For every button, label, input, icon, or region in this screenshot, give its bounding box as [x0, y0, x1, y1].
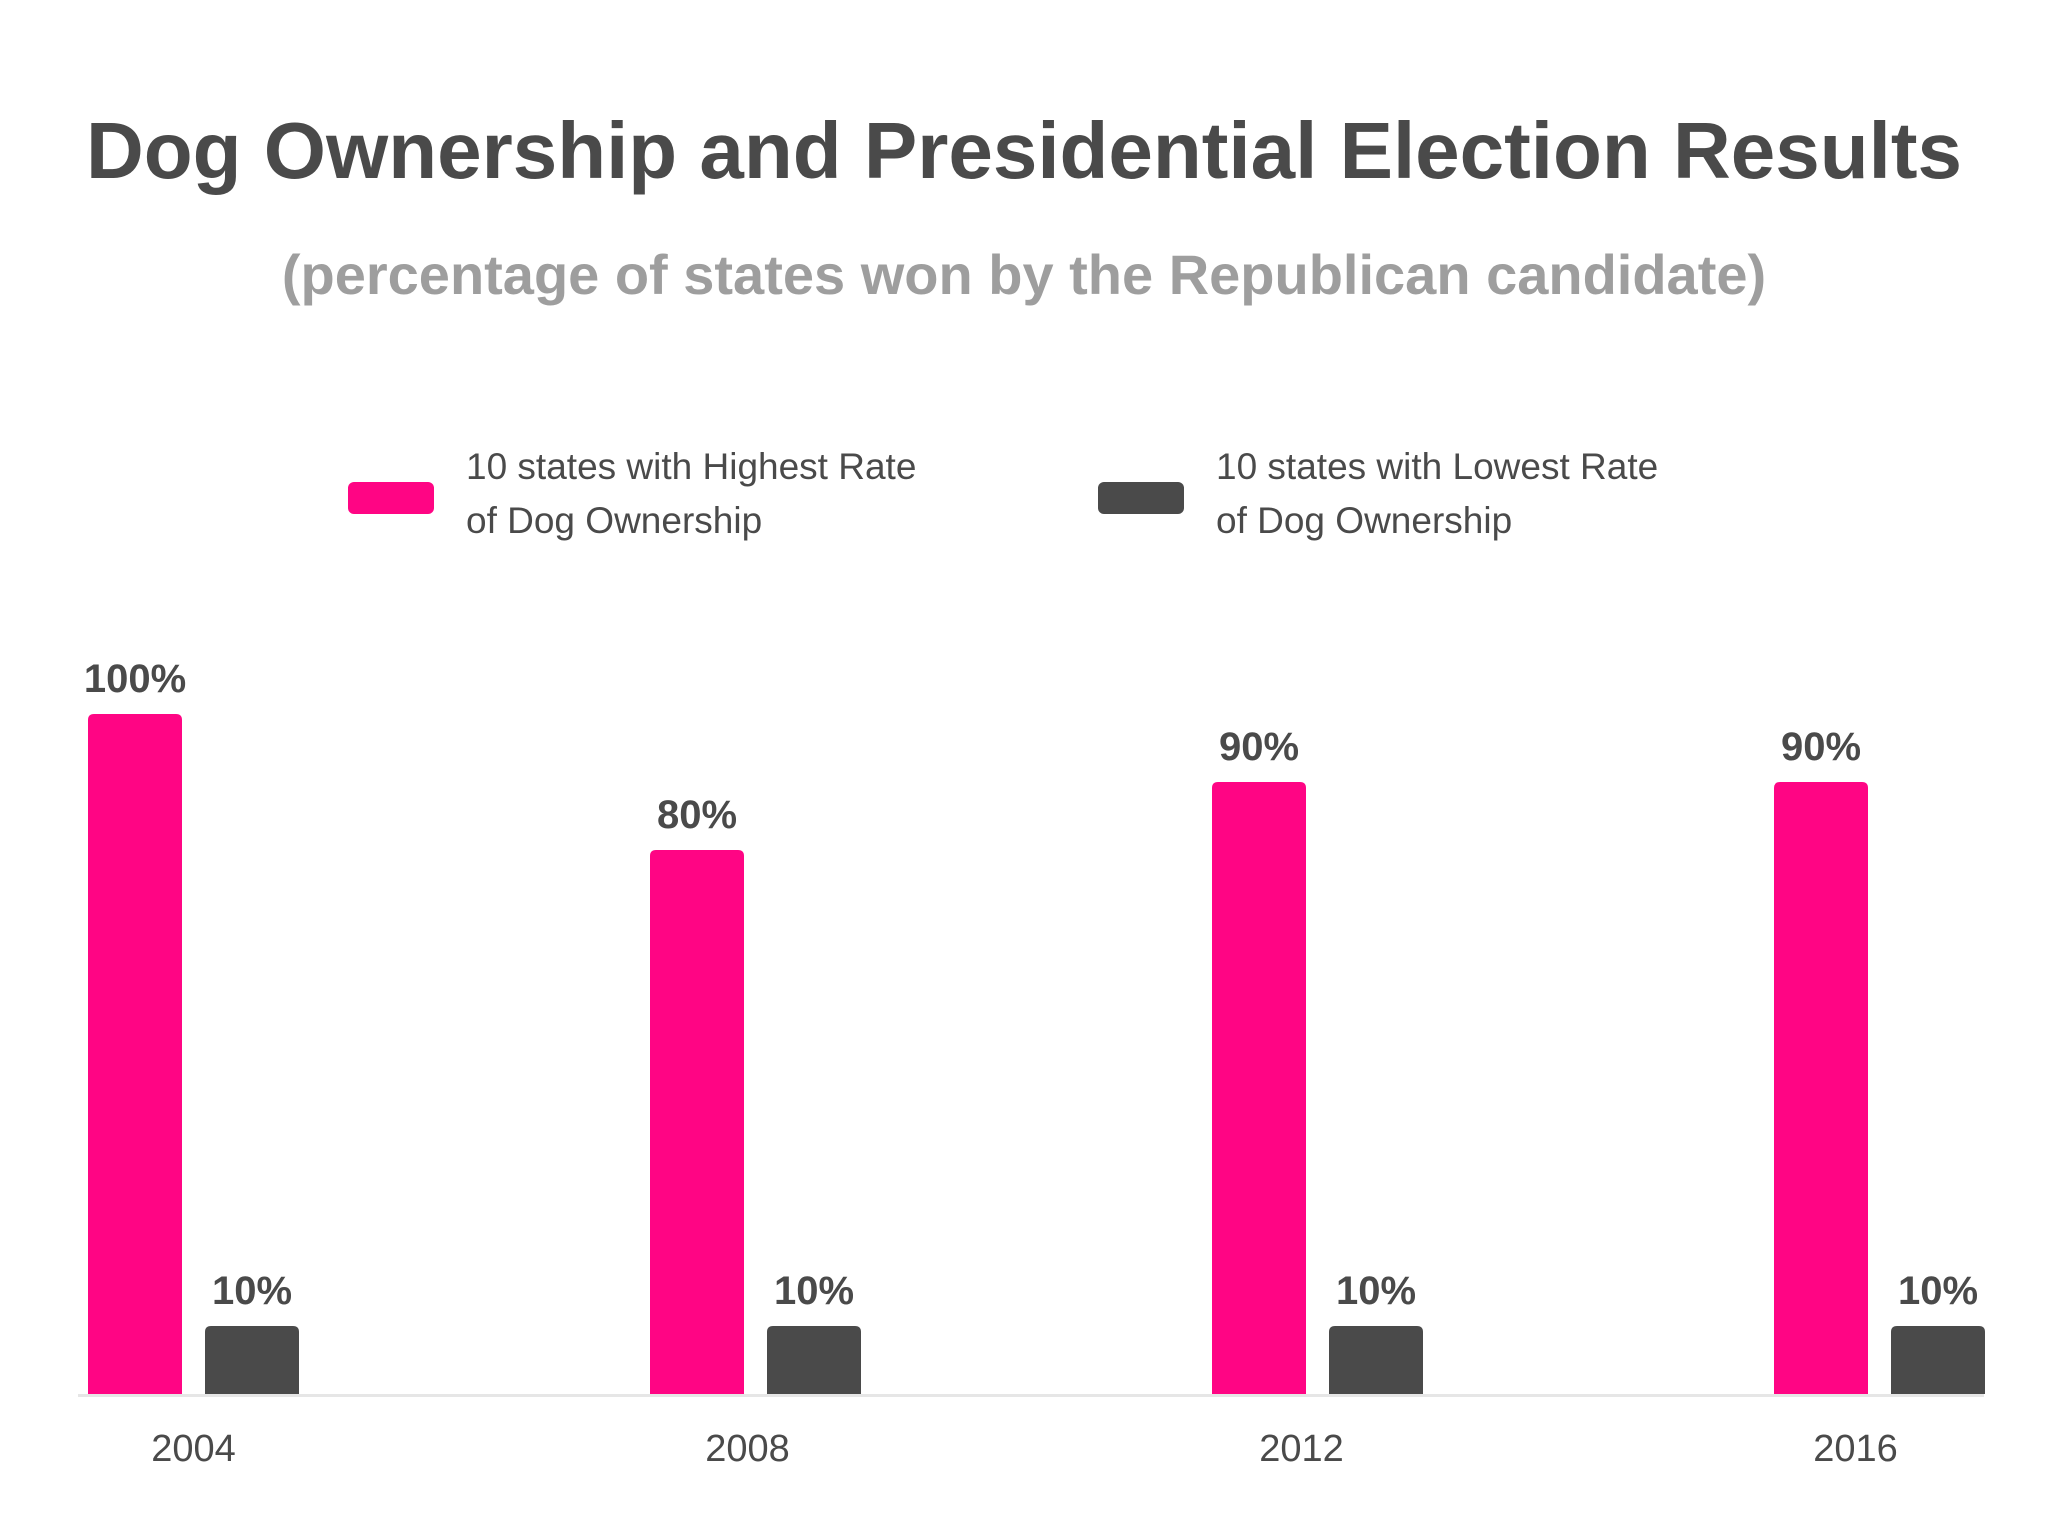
bar-highest-2004 — [88, 714, 182, 1394]
chart-subtitle: (percentage of states won by the Republi… — [281, 243, 1767, 306]
x-tick-label-2012: 2012 — [1259, 1428, 1344, 1470]
bar-highest-2016 — [1774, 782, 1868, 1394]
chart-title: Dog Ownership and Presidential Election … — [86, 106, 1962, 195]
bar-lowest-2004 — [205, 1326, 299, 1394]
data-label-highest-2004: 100% — [84, 657, 186, 701]
bar-lowest-2012 — [1329, 1326, 1423, 1394]
bar-lowest-2008 — [767, 1326, 861, 1394]
legend-swatch-highest — [348, 482, 434, 514]
legend-label-highest: 10 states with Highest Rate of Dog Owner… — [466, 446, 917, 541]
data-label-highest-2016: 90% — [1781, 725, 1861, 769]
bar-highest-2012 — [1212, 782, 1306, 1394]
data-label-lowest-2008: 10% — [774, 1269, 854, 1313]
data-label-highest-2008: 80% — [657, 793, 737, 837]
bar-highest-2008 — [650, 850, 744, 1394]
data-label-highest-2012: 90% — [1219, 725, 1299, 769]
legend-label-lowest: 10 states with Lowest Rate of Dog Owners… — [1216, 446, 1659, 541]
data-label-lowest-2004: 10% — [212, 1269, 292, 1313]
data-label-lowest-2016: 10% — [1898, 1269, 1978, 1313]
legend-swatch-lowest — [1098, 482, 1184, 514]
bar-lowest-2016 — [1891, 1326, 1985, 1394]
x-tick-label-2004: 2004 — [151, 1428, 236, 1470]
x-tick-label-2008: 2008 — [705, 1428, 790, 1470]
x-tick-label-2016: 2016 — [1813, 1428, 1898, 1470]
data-label-lowest-2012: 10% — [1336, 1269, 1416, 1313]
